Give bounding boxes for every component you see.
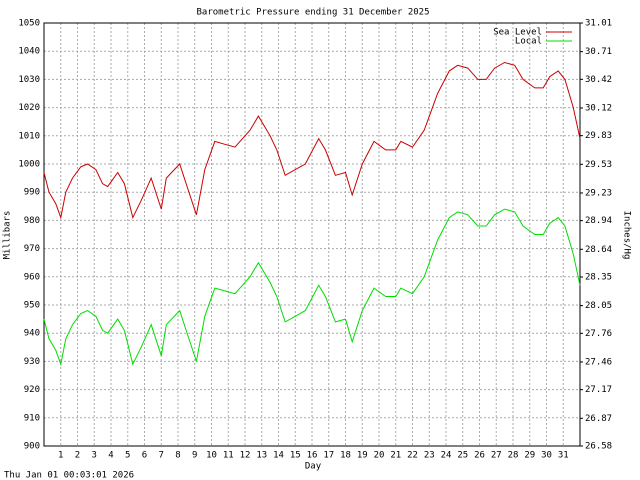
y2-tick-label: 30.12 — [585, 103, 612, 113]
y-tick-label: 920 — [24, 385, 40, 395]
y2-tick-label: 31.01 — [585, 19, 612, 29]
x-tick-label: 2 — [75, 451, 80, 461]
y2-tick-label: 28.05 — [585, 301, 612, 311]
x-tick-label: 18 — [340, 451, 351, 461]
y-tick-label: 1050 — [18, 19, 40, 29]
series-line — [43, 208, 581, 367]
x-tick-label: 30 — [541, 451, 552, 461]
y-tick-label: 970 — [24, 244, 40, 254]
y2-tick-label: 27.17 — [585, 385, 612, 395]
y-tick-label: 940 — [24, 329, 40, 339]
x-tick-label: 25 — [457, 451, 468, 461]
x-tick-label: 26 — [474, 451, 485, 461]
y-tick-label: 990 — [24, 188, 40, 198]
y2-tick-label: 28.94 — [585, 216, 612, 226]
y-tick-label: 900 — [24, 442, 40, 452]
x-tick-label: 21 — [390, 451, 401, 461]
y2-tick-label: 28.35 — [585, 272, 612, 282]
x-tick-label: 6 — [142, 451, 147, 461]
x-tick-label: 24 — [441, 451, 452, 461]
x-tick-label: 4 — [108, 451, 113, 461]
y-axis-label: Millibars — [3, 211, 13, 260]
y2-tick-label: 27.46 — [585, 357, 612, 367]
legend-label: Local — [515, 37, 542, 47]
y2-tick-label: 30.71 — [585, 47, 612, 57]
y-tick-label: 980 — [24, 216, 40, 226]
y-tick-label: 1010 — [18, 131, 40, 141]
y-tick-label: 930 — [24, 357, 40, 367]
footer: Thu Jan 01 00:03:01 2026 — [4, 471, 134, 480]
y-tick-label: 1040 — [18, 47, 40, 57]
x-tick-label: 8 — [175, 451, 180, 461]
y2-tick-label: 29.83 — [585, 131, 612, 141]
x-tick-label: 9 — [192, 451, 197, 461]
x-tick-label: 31 — [558, 451, 569, 461]
plot-frame — [43, 22, 581, 447]
x-tick-label: 7 — [159, 451, 164, 461]
x-tick-label: 13 — [256, 451, 267, 461]
x-tick-label: 3 — [92, 451, 97, 461]
x-tick-label: 17 — [323, 451, 334, 461]
y-tick-label: 1030 — [18, 75, 40, 85]
x-tick-label: 16 — [307, 451, 318, 461]
y-tick-label: 1020 — [18, 103, 40, 113]
x-axis-label: Day — [305, 462, 322, 472]
x-tick-label: 19 — [357, 451, 368, 461]
x-tick-label: 5 — [125, 451, 130, 461]
x-tick-label: 29 — [524, 451, 535, 461]
x-tick-label: 27 — [491, 451, 502, 461]
y2-tick-label: 30.42 — [585, 75, 612, 85]
x-tick-label: 1 — [58, 451, 63, 461]
y2-tick-label: 29.23 — [585, 188, 612, 198]
x-tick-label: 11 — [223, 451, 234, 461]
y-tick-label: 950 — [24, 301, 40, 311]
series-line — [43, 61, 581, 220]
y2-tick-label: 26.87 — [585, 414, 612, 424]
y2-tick-label: 27.76 — [585, 329, 612, 339]
x-tick-label: 12 — [240, 451, 251, 461]
x-tick-label: 23 — [424, 451, 435, 461]
legend-label: Sea Level — [493, 28, 542, 38]
y2-axis-label: Inches/Hg — [622, 211, 632, 260]
x-tick-label: 15 — [290, 451, 301, 461]
x-tick-label: 28 — [508, 451, 519, 461]
x-tick-label: 22 — [407, 451, 418, 461]
x-tick-label: 10 — [206, 451, 217, 461]
y2-tick-label: 29.53 — [585, 160, 612, 170]
x-tick-label: 14 — [273, 451, 284, 461]
y-tick-label: 1000 — [18, 160, 40, 170]
y2-tick-label: 28.64 — [585, 245, 612, 255]
y2-tick-label: 26.58 — [585, 442, 612, 452]
x-tick-label: 20 — [374, 451, 385, 461]
chart-title: Barometric Pressure ending 31 December 2… — [197, 8, 430, 18]
plot-area — [44, 23, 580, 446]
y-tick-label: 910 — [24, 413, 40, 423]
y-tick-label: 960 — [24, 272, 40, 282]
